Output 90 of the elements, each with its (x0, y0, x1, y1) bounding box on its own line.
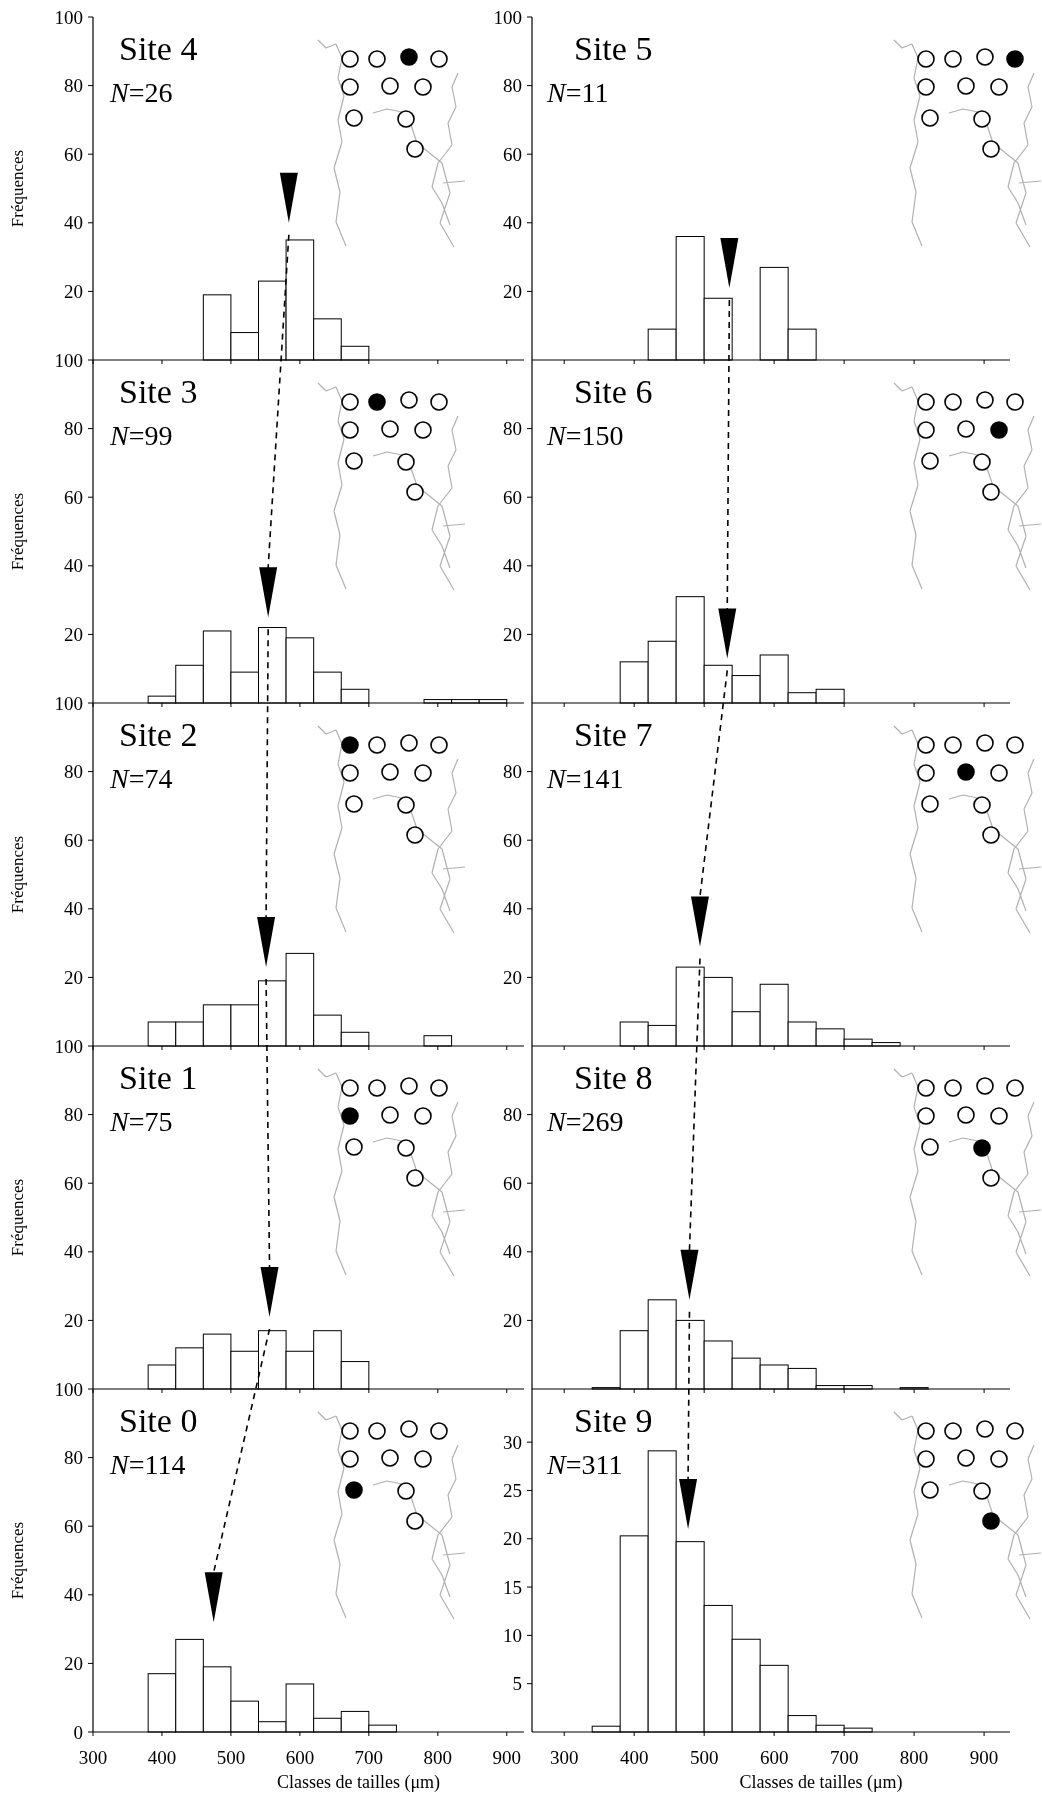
y-tick-label: 20 (503, 1310, 522, 1332)
chart-title: Site 7 (574, 716, 653, 753)
y-tick-label: 30 (503, 1431, 522, 1453)
y-tick-label: 25 (503, 1480, 522, 1502)
text: N=269 (546, 1106, 624, 1137)
y-tick-label: 40 (64, 555, 83, 577)
y-tick-label: 80 (503, 75, 522, 97)
y-tick-label: 20 (64, 967, 83, 989)
y-tick-label: 80 (503, 761, 522, 783)
y-tick-label: 20 (64, 1310, 83, 1332)
y-tick-label: 20 (64, 281, 83, 303)
y-tick-label: 40 (64, 1584, 83, 1606)
y-tick-label: 20 (64, 624, 83, 646)
y-tick-label: 40 (503, 1241, 522, 1263)
y-tick-label: 60 (64, 1172, 83, 1194)
x-tick-label: 600 (759, 1747, 789, 1768)
x-tick-label: 400 (147, 1747, 177, 1768)
y-tick-label: 40 (503, 212, 522, 234)
chart-title: Site 1 (119, 1059, 198, 1096)
y-tick-label: 80 (64, 418, 83, 440)
y-tick-label: 60 (503, 1172, 522, 1194)
chart-title: Site 4 (119, 30, 198, 67)
chart-title: Site 5 (574, 30, 653, 67)
y-tick-label: 100 (54, 349, 83, 371)
y-tick-label: 40 (503, 898, 522, 920)
y-tick-label: 80 (64, 761, 83, 783)
text: N=75 (109, 1106, 173, 1137)
y-axis-title: Fréquences (8, 1521, 27, 1600)
x-tick-label: 600 (285, 1747, 315, 1768)
x-tick-label: 500 (216, 1747, 246, 1768)
y-tick-label: 100 (54, 1035, 83, 1057)
y-tick-label: 10 (503, 1625, 522, 1647)
y-tick-label: 60 (64, 486, 83, 508)
chart-title: Site 8 (574, 1059, 653, 1096)
y-tick-label: 80 (64, 1104, 83, 1126)
y-tick-label: 100 (54, 1378, 83, 1400)
y-tick-label: 60 (64, 143, 83, 165)
y-tick-label: 40 (64, 898, 83, 920)
y-tick-label: 60 (64, 829, 83, 851)
chart-title: Site 2 (119, 716, 198, 753)
x-tick-label: 300 (78, 1747, 108, 1768)
x-tick-label: 400 (619, 1747, 649, 1768)
text: N=99 (109, 420, 173, 451)
y-tick-label: 80 (503, 418, 522, 440)
y-axis-title: Fréquences (8, 149, 27, 228)
y-tick-label: 100 (493, 6, 522, 28)
y-tick-label: 80 (64, 1447, 83, 1469)
chart-title: Site 3 (119, 373, 198, 410)
y-axis-title: Fréquences (8, 1178, 27, 1257)
text: N=114 (109, 1449, 186, 1480)
x-tick-label: 800 (899, 1747, 929, 1768)
y-tick-label: 100 (54, 692, 83, 714)
y-tick-label: 0 (73, 1721, 83, 1743)
x-tick-label: 900 (492, 1747, 522, 1768)
y-tick-label: 20 (64, 1653, 83, 1675)
y-tick-label: 100 (54, 6, 83, 28)
text: N=74 (109, 763, 173, 794)
y-axis-title: Fréquences (8, 835, 27, 914)
y-tick-label: 80 (64, 75, 83, 97)
chart-title: Site 6 (574, 373, 653, 410)
y-axis-title: Fréquences (8, 492, 27, 571)
text: N=141 (546, 763, 624, 794)
chart-title: Site 9 (574, 1402, 653, 1439)
y-tick-label: 40 (64, 212, 83, 234)
y-tick-label: 5 (512, 1673, 522, 1695)
y-tick-label: 60 (64, 1515, 83, 1537)
y-tick-label: 20 (503, 281, 522, 303)
y-tick-label: 15 (503, 1576, 522, 1598)
y-tick-label: 80 (503, 1104, 522, 1126)
x-tick-label: 800 (423, 1747, 453, 1768)
x-tick-label: 900 (969, 1747, 999, 1768)
chart-title: Site 0 (119, 1402, 198, 1439)
y-tick-label: 40 (503, 555, 522, 577)
y-tick-label: 20 (503, 624, 522, 646)
text: N=11 (546, 77, 609, 108)
y-tick-label: 60 (503, 486, 522, 508)
y-tick-label: 40 (64, 1241, 83, 1263)
x-tick-label: 300 (549, 1747, 579, 1768)
y-tick-label: 60 (503, 143, 522, 165)
text: N=26 (109, 77, 173, 108)
x-axis-title: Classes de tailles (μm) (739, 1772, 903, 1793)
text: N=150 (546, 420, 624, 451)
x-tick-label: 700 (354, 1747, 384, 1768)
x-tick-label: 700 (829, 1747, 859, 1768)
x-tick-label: 500 (689, 1747, 719, 1768)
y-tick-label: 20 (503, 1528, 522, 1550)
y-tick-label: 60 (503, 829, 522, 851)
text: N=311 (546, 1449, 623, 1480)
y-tick-label: 20 (503, 967, 522, 989)
x-axis-title: Classes de tailles (μm) (276, 1772, 441, 1793)
